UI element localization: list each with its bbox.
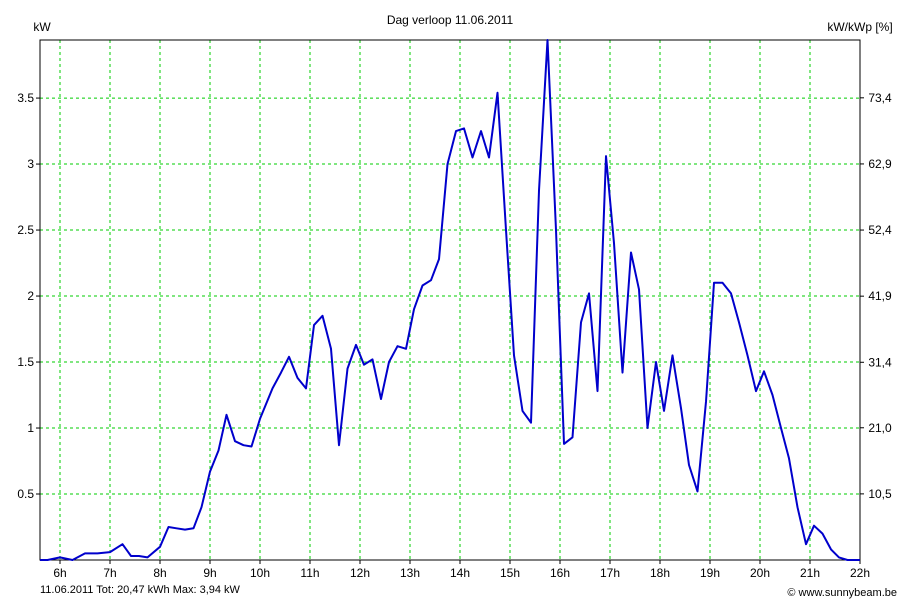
x-tick-label: 12h xyxy=(350,566,370,580)
y-tick-label-left: 1.5 xyxy=(17,355,34,369)
x-tick-label: 10h xyxy=(250,566,270,580)
y-tick-label-right: 31,4 xyxy=(868,355,892,369)
x-tick-label: 20h xyxy=(750,566,770,580)
plot-frame xyxy=(39,39,861,561)
y-tick-label-left: 0.5 xyxy=(17,487,34,501)
y-tick-label-right: 41,9 xyxy=(868,289,892,303)
x-tick-label: 22h xyxy=(850,566,870,580)
footer-copyright: © www.sunnybeam.be xyxy=(787,587,897,599)
y-tick-label-right: 73,4 xyxy=(868,91,892,105)
x-tick-label: 9h xyxy=(203,566,216,580)
x-tick-label: 18h xyxy=(650,566,670,580)
y-tick-label-left: 3 xyxy=(27,157,34,171)
left-axis-unit: kW xyxy=(33,20,51,34)
x-tick-label: 8h xyxy=(153,566,166,580)
chart-title: Dag verloop 11.06.2011 xyxy=(387,13,514,27)
right-axis-unit: kW/kWp [%] xyxy=(827,20,892,34)
power-series-line xyxy=(40,39,860,561)
x-tick-label: 7h xyxy=(103,566,116,580)
grid xyxy=(40,40,860,560)
x-tick-label: 15h xyxy=(500,566,520,580)
y-tick-label-left: 2.5 xyxy=(17,223,34,237)
y-tick-label-left: 1 xyxy=(27,421,34,435)
y-tick-label-right: 21,0 xyxy=(868,421,892,435)
axis-ticks: 6h 7h 8h 9h 10h 11h 12h 13h 14h 15h 16h 17h 18h 19h 20… xyxy=(17,91,892,580)
x-tick-label: 21h xyxy=(800,566,820,580)
x-tick-label: 11h xyxy=(300,566,319,580)
x-tick-label: 13h xyxy=(400,566,420,580)
x-tick-label: 17h xyxy=(600,566,620,580)
footer-summary: 11.06.2011 Tot: 20,47 kWh Max: 3,94 kW xyxy=(40,584,241,596)
x-tick-label: 19h xyxy=(700,566,720,580)
y-tick-label-right: 10,5 xyxy=(868,487,892,501)
y-tick-label-right: 52,4 xyxy=(868,223,892,237)
y-tick-label-right: 62,9 xyxy=(868,157,892,171)
y-tick-label-left: 3.5 xyxy=(17,91,34,105)
x-tick-label: 6h xyxy=(53,566,66,580)
y-tick-label-left: 2 xyxy=(27,289,34,303)
x-tick-label: 14h xyxy=(450,566,470,580)
x-tick-label: 16h xyxy=(550,566,570,580)
